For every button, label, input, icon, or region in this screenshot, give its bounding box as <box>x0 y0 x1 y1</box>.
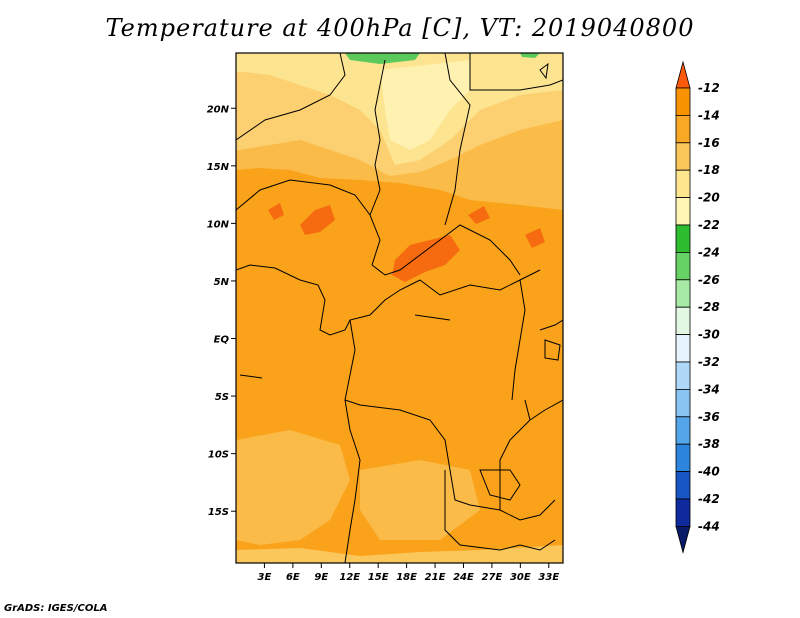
y-tick-label: EQ <box>214 335 230 346</box>
x-tick-label: 30E <box>510 572 531 583</box>
field-south-bottom <box>236 545 563 563</box>
x-tick-label: 12E <box>339 572 360 583</box>
colorbar-label: -14 <box>698 108 720 122</box>
colorbar-label: -20 <box>698 191 720 205</box>
warm-patch-east <box>468 206 490 224</box>
x-tick-label: 24E <box>453 572 474 583</box>
y-tick-label: 15S <box>208 507 229 518</box>
x-tick-label: 21E <box>425 572 446 583</box>
colorbar-label: -26 <box>698 273 720 287</box>
colorbar-box <box>675 224 691 253</box>
colorbar-label: -34 <box>698 382 720 396</box>
colorbar-label: -44 <box>698 519 720 533</box>
field-band-north-4 <box>380 60 470 150</box>
y-tick-label: 5S <box>215 392 229 403</box>
footer-credit: GrADS: IGES/COLA <box>4 603 108 614</box>
colorbar-box <box>675 388 691 418</box>
colorbar-box <box>675 115 691 144</box>
colorbar-label: -16 <box>698 136 720 150</box>
colorbar-label: -40 <box>698 465 720 479</box>
colorbar-label: -38 <box>698 437 720 451</box>
colorbar-box <box>675 197 691 226</box>
colorbar-top-arrow <box>675 60 691 89</box>
colorbar: -12 -14 -16 -18 -20 -22 -24 -26 -28 -30 -32 -34 -36 -… <box>675 60 720 554</box>
colorbar-box <box>675 334 691 363</box>
x-tick-label: 3E <box>258 572 272 583</box>
colorbar-label: -30 <box>698 328 720 342</box>
x-tick-label: 33E <box>538 572 559 583</box>
colorbar-box <box>675 498 691 527</box>
colorbar-bottom-arrow <box>675 526 691 554</box>
y-tick-label: 20N <box>207 104 230 115</box>
colorbar-label: -24 <box>698 245 720 259</box>
colorbar-box <box>675 306 691 336</box>
warm-patch-east-2 <box>525 228 545 248</box>
country-borders <box>236 53 563 563</box>
x-tick-label: 6E <box>286 572 300 583</box>
y-tick-label: 10N <box>207 219 230 230</box>
field-green-patch <box>345 53 420 64</box>
colorbar-box <box>675 443 691 473</box>
field-green-patch-2 <box>520 53 540 58</box>
chart-title: Temperature at 400hPa [C], VT: 201904080… <box>105 14 695 42</box>
colorbar-box <box>675 416 691 445</box>
colorbar-box <box>675 279 691 308</box>
field-south-patch <box>236 430 350 545</box>
y-tick-label: 15N <box>207 162 230 173</box>
field-south-patch-2 <box>360 460 480 540</box>
y-tick-label: 10S <box>208 450 229 461</box>
colorbar-label: -42 <box>698 492 720 506</box>
warm-patch-car <box>392 235 460 282</box>
colorbar-box <box>675 142 691 171</box>
colorbar-box <box>675 251 691 281</box>
colorbar-box <box>675 471 691 500</box>
colorbar-label: -32 <box>698 355 720 369</box>
x-tick-label: 18E <box>396 572 417 583</box>
warm-patch-west <box>268 203 284 220</box>
colorbar-label: -22 <box>698 218 720 232</box>
warm-patch-nigeria <box>300 205 335 235</box>
colorbar-label: -36 <box>698 410 720 424</box>
y-tick-label: 5N <box>214 277 230 288</box>
x-axis: 3E 6E 9E 12E 15E 18E 21E 24E 27E 30E 33E <box>258 563 559 583</box>
colorbar-label: -12 <box>698 81 720 95</box>
x-tick-label: 9E <box>314 572 328 583</box>
colorbar-box <box>675 87 691 116</box>
colorbar-label: -28 <box>698 300 720 314</box>
colorbar-box <box>675 361 691 390</box>
y-axis: 20N 15N 10N 5N EQ 5S 10S 15S <box>207 104 236 518</box>
temperature-field <box>236 53 563 563</box>
colorbar-box <box>675 169 691 198</box>
x-tick-label: 27E <box>482 572 503 583</box>
colorbar-label: -18 <box>698 163 720 177</box>
plot-frame <box>235 52 564 564</box>
x-tick-label: 15E <box>368 572 389 583</box>
